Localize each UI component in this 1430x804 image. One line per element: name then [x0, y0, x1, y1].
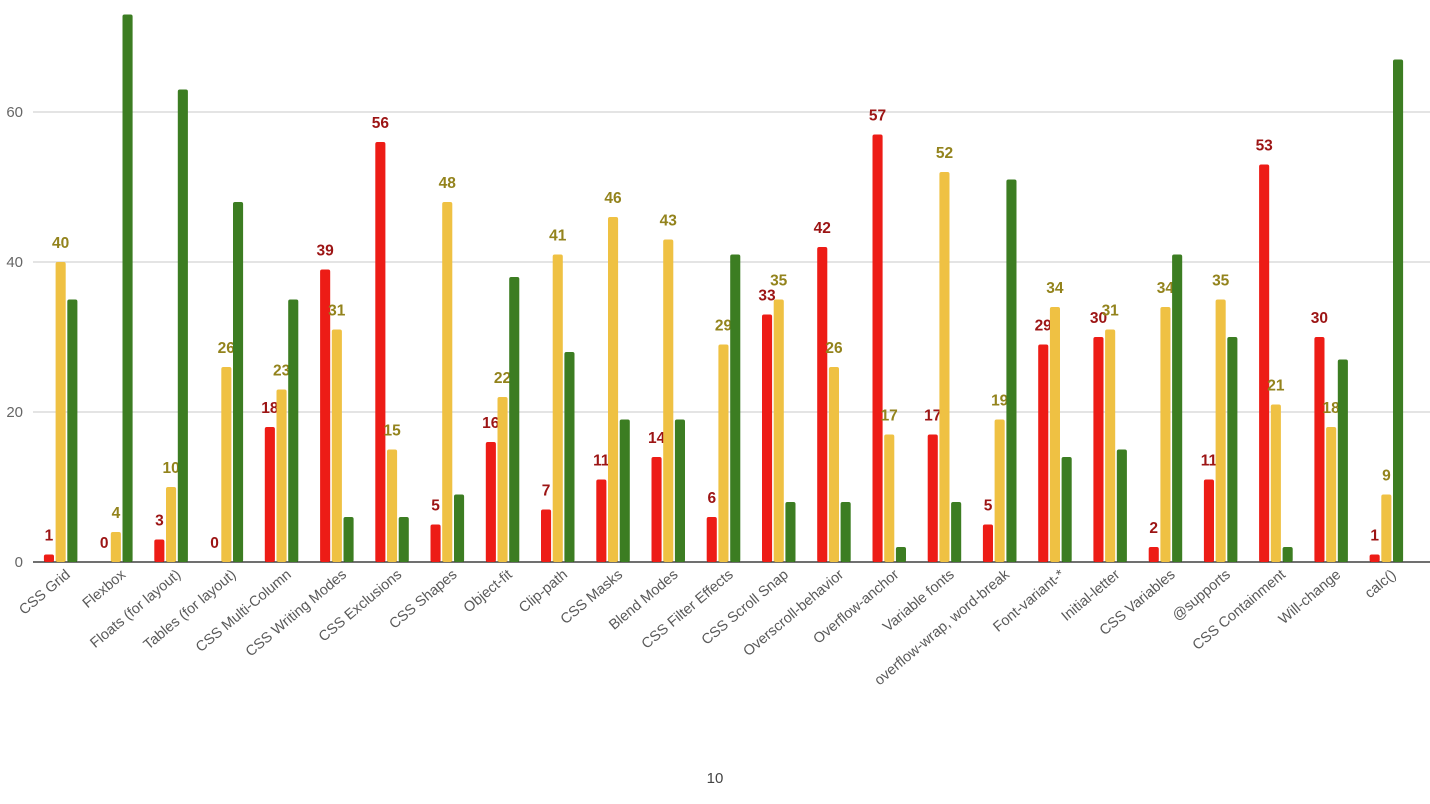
svg-text:53: 53	[1256, 138, 1274, 155]
svg-text:34: 34	[1046, 280, 1064, 297]
svg-text:46: 46	[604, 190, 622, 207]
svg-text:17: 17	[924, 408, 941, 425]
svg-text:16: 16	[482, 415, 500, 432]
svg-text:CSS Containment: CSS Containment	[1190, 567, 1289, 654]
svg-text:3: 3	[155, 513, 164, 530]
svg-text:33: 33	[758, 288, 776, 305]
svg-text:Object-fit: Object-fit	[461, 567, 516, 617]
svg-text:42: 42	[814, 220, 831, 237]
svg-text:15: 15	[383, 423, 401, 440]
svg-text:19: 19	[991, 393, 1009, 410]
svg-text:35: 35	[770, 273, 788, 290]
svg-text:34: 34	[1157, 280, 1175, 297]
svg-text:43: 43	[660, 213, 678, 230]
svg-text:2: 2	[1149, 520, 1158, 537]
svg-text:31: 31	[328, 303, 346, 320]
svg-text:30: 30	[1311, 310, 1328, 327]
svg-text:40: 40	[52, 235, 69, 252]
svg-text:0: 0	[15, 554, 23, 571]
svg-text:40: 40	[6, 254, 23, 271]
svg-text:1: 1	[1370, 528, 1379, 545]
svg-text:Overscroll-behavior: Overscroll-behavior	[740, 567, 847, 660]
svg-text:52: 52	[936, 145, 953, 162]
svg-text:Clip-path: Clip-path	[516, 567, 571, 617]
svg-text:39: 39	[316, 243, 334, 260]
svg-text:Floats (for layout): Floats (for layout)	[87, 567, 184, 652]
svg-text:29: 29	[715, 318, 733, 335]
svg-text:5: 5	[431, 498, 440, 515]
svg-text:11: 11	[1201, 453, 1218, 470]
svg-text:26: 26	[825, 340, 843, 357]
svg-text:21: 21	[1267, 378, 1285, 395]
svg-text:57: 57	[869, 108, 886, 125]
svg-text:calc(): calc()	[1362, 567, 1399, 602]
svg-text:41: 41	[549, 228, 567, 245]
svg-text:14: 14	[648, 430, 666, 447]
svg-text:56: 56	[372, 115, 390, 132]
svg-text:10: 10	[162, 460, 179, 477]
svg-text:31: 31	[1102, 303, 1120, 320]
svg-text:60: 60	[6, 104, 23, 121]
svg-text:35: 35	[1212, 273, 1230, 290]
svg-text:7: 7	[542, 483, 551, 500]
svg-text:9: 9	[1382, 468, 1391, 485]
svg-text:4: 4	[112, 505, 121, 522]
svg-text:20: 20	[6, 404, 23, 421]
svg-text:29: 29	[1035, 318, 1053, 335]
svg-text:Flexbox: Flexbox	[80, 566, 130, 611]
svg-text:0: 0	[100, 535, 109, 552]
svg-text:0: 0	[210, 535, 219, 552]
svg-text:1: 1	[45, 528, 54, 545]
svg-text:17: 17	[881, 408, 898, 425]
svg-text:CSS Writing Modes: CSS Writing Modes	[243, 567, 350, 660]
svg-text:48: 48	[439, 175, 457, 192]
svg-text:5: 5	[984, 498, 993, 515]
svg-text:18: 18	[261, 400, 279, 417]
svg-text:22: 22	[494, 370, 511, 387]
svg-text:6: 6	[707, 490, 716, 507]
svg-text:CSS Multi-Column: CSS Multi-Column	[193, 567, 295, 656]
svg-text:11: 11	[593, 453, 610, 470]
svg-text:CSS Grid: CSS Grid	[16, 567, 73, 619]
svg-text:26: 26	[218, 340, 236, 357]
svg-text:CSS Filter Effects: CSS Filter Effects	[639, 567, 737, 653]
svg-text:Tables (for layout): Tables (for layout)	[141, 567, 240, 653]
svg-text:23: 23	[273, 363, 291, 380]
svg-text:18: 18	[1322, 400, 1340, 417]
